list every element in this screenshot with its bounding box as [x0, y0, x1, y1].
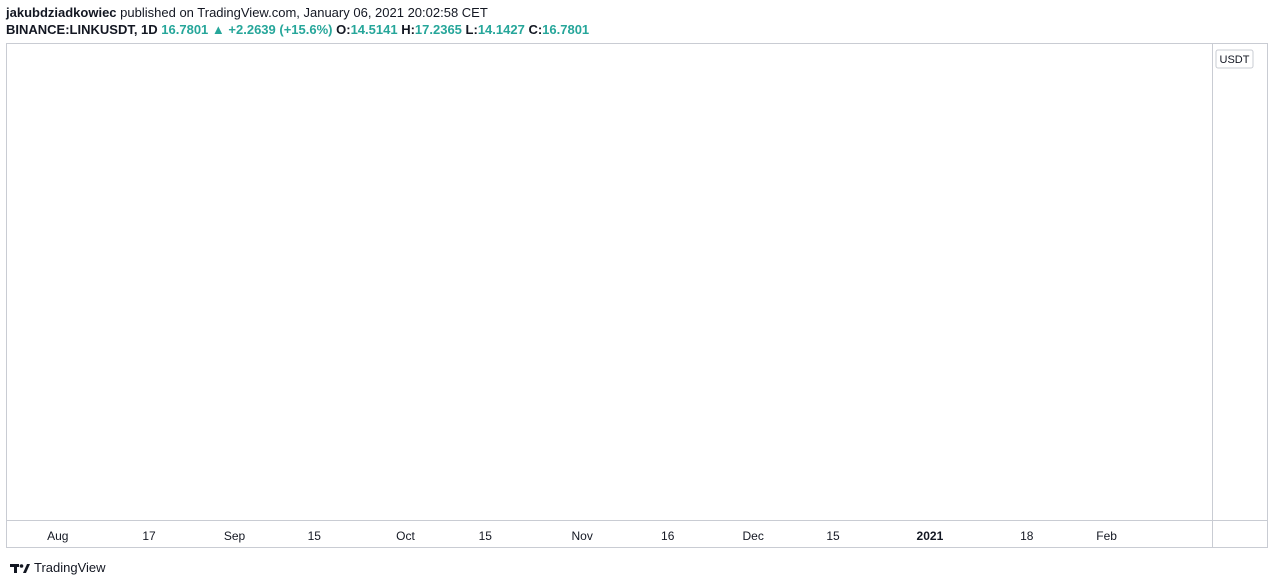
time-tick-label: Dec: [743, 529, 764, 543]
time-tick-label: Sep: [224, 529, 246, 543]
price-axis: 20.000018.000016.000014.000012.000010.00…: [1212, 44, 1254, 547]
time-tick-label: 16: [661, 529, 675, 543]
open-value: 14.5141: [350, 22, 398, 37]
author-name[interactable]: jakubdziadkowiec: [6, 5, 117, 20]
time-tick-label: Oct: [396, 529, 415, 543]
currency-box[interactable]: [1215, 49, 1254, 69]
last-price: 16.7801: [161, 22, 209, 37]
time-tick-label: Nov: [572, 529, 593, 543]
tradingview-logo-icon: [10, 562, 30, 574]
time-tick-label: 17: [142, 529, 156, 543]
close-label: C:: [528, 22, 543, 37]
footer-brand-text: TradingView: [34, 560, 106, 575]
high-value: 17.2365: [414, 22, 462, 37]
time-tick-label: 15: [479, 529, 493, 543]
time-tick-label: Aug: [47, 529, 68, 543]
time-tick-label: 15: [826, 529, 840, 543]
published-text: published on TradingView.com, January 06…: [120, 5, 488, 20]
symbol-name: BINANCE:LINKUSDT, 1D: [6, 22, 158, 37]
time-tick-label: 2021: [917, 529, 944, 543]
symbol-info: BINANCE:LINKUSDT, 1D 16.7801 ▲ +2.2639 (…: [6, 22, 589, 37]
time-tick-label: Feb: [1096, 529, 1117, 543]
time-tick-label: 15: [308, 529, 322, 543]
chart-frame[interactable]: [6, 43, 1268, 548]
time-axis: Aug 17 Sep 15 Oct 15 Nov 16 Dec 15 2021 18 Feb: [7, 520, 1267, 543]
open-label: O:: [336, 22, 351, 37]
currency-label[interactable]: USDT: [1220, 54, 1250, 66]
footer-brand[interactable]: TradingView: [10, 560, 106, 575]
close-value: 16.7801: [542, 22, 590, 37]
price-change: ▲ +2.2639 (+15.6%): [211, 22, 333, 37]
low-label: L:: [465, 22, 478, 37]
low-value: 14.1427: [477, 22, 525, 37]
high-label: H:: [401, 22, 415, 37]
time-tick-label: 18: [1020, 529, 1034, 543]
publish-info: jakubdziadkowiec published on TradingVie…: [6, 5, 488, 20]
